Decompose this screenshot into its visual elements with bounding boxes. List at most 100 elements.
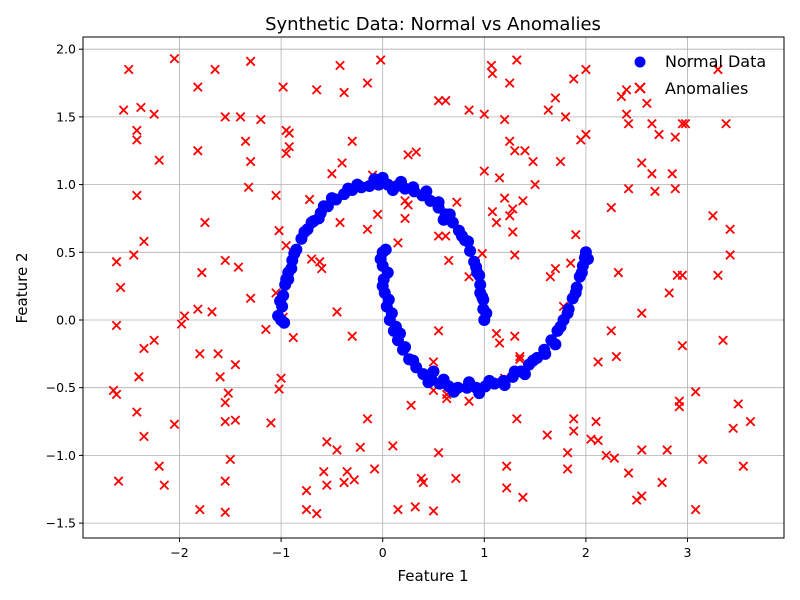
anomaly-point [725,224,735,235]
anomaly-point [225,454,236,465]
anomaly-point [647,118,657,129]
anomaly-point [487,68,498,79]
anomaly-point [274,225,284,236]
anomaly-point [233,262,244,273]
anomaly-point [433,447,444,458]
anomaly-point [718,335,728,346]
anomaly-point [400,213,410,224]
anomaly-point [486,60,497,71]
anomaly-point [220,416,231,427]
anomaly-point [550,93,561,103]
normal-data-point [285,262,298,275]
anomaly-point [530,179,540,190]
anomaly-point [433,325,444,336]
anomaly-point [568,426,579,436]
anomaly-point [118,105,129,115]
anomaly-point [542,430,553,440]
normal-data-point [437,213,450,226]
normal-data-point [386,184,399,197]
anomaly-point [132,407,142,417]
anomaly-point [406,400,416,411]
anomaly-point [708,210,718,221]
anomaly-point [680,118,691,129]
x-tick-label: 2 [582,545,590,560]
anomaly-point [301,504,312,515]
anomaly-point [321,480,332,491]
anomaly-point [276,373,286,384]
anomaly-point [393,237,403,248]
y-tick-label: 0.5 [56,245,76,260]
anomaly-point [411,147,422,157]
anomaly-point [235,112,246,122]
anomaly-point [428,357,439,367]
anomaly-point [491,217,502,228]
anomaly-point [690,386,701,397]
normal-data-point [399,341,412,354]
y-axis-ticks: −1.5 −1.0 −0.5 0.0 0.5 1.0 1.5 2.0 [46,42,83,531]
y-tick-label: −0.5 [46,380,76,395]
anomaly-point [725,250,735,260]
anomaly-point [311,508,322,519]
normal-data-point [407,181,420,194]
normal-data-point [278,316,291,329]
anomaly-point [745,416,756,427]
anomaly-point [220,255,231,266]
anomaly-point [611,351,622,362]
anomaly-point [451,473,461,484]
anomaly-point [128,250,139,260]
normal-data-point [455,230,468,243]
anomaly-point [314,256,325,267]
anomaly-point [479,109,490,120]
normal-data-point [483,374,496,387]
anomaly-point [568,414,579,424]
anomaly-point [388,441,398,451]
legend-normal-label: Normal Data [665,52,766,71]
legend-anomalies-marker [634,82,646,94]
anomaly-point [509,145,520,156]
anomaly-point [245,156,256,167]
normal-data-point [437,373,450,386]
normal-data-point [427,365,440,378]
anomaly-point [154,155,165,166]
anomaly-point [606,325,617,336]
anomaly-point [674,401,685,412]
anomaly-point [194,504,205,515]
anomaly-point [433,231,444,241]
anomaly-point [123,64,134,75]
normal-data-point [464,244,477,257]
normal-data-point [569,286,582,299]
anomaly-point [568,74,579,84]
anomaly-point [347,136,358,147]
anomaly-point [464,105,474,115]
normal-data-point [474,286,487,299]
anomaly-point [491,328,502,339]
anomaly-point [304,194,315,205]
normal-data-point [298,225,311,238]
anomaly-point [192,304,203,315]
normal-data-point [527,354,540,367]
x-axis-ticks: −2 −1 0 1 2 3 [170,538,691,560]
anomaly-point [194,349,205,359]
anomaly-point [591,416,601,427]
anomaly-point [154,461,165,472]
anomaly-point [697,454,708,465]
anomaly-point [111,256,122,267]
anomaly-point [575,135,586,145]
anomaly-point [113,476,124,486]
y-tick-label: 1.5 [56,109,76,124]
anomaly-point [609,453,620,463]
anomaly-point [623,183,634,194]
normal-data-point [385,307,398,320]
anomaly-point [728,423,739,434]
x-tick-label: −1 [272,545,290,560]
anomaly-point [220,476,231,486]
anomaly-point [245,56,256,67]
anomaly-point [501,483,512,493]
normal-data-point [554,320,567,333]
anomaly-point [601,450,612,461]
anomaly-point [266,418,276,428]
anomaly-point [278,82,288,92]
anomaly-point [347,331,358,342]
anomaly-point [281,148,292,159]
y-tick-label: 1.0 [56,177,76,192]
